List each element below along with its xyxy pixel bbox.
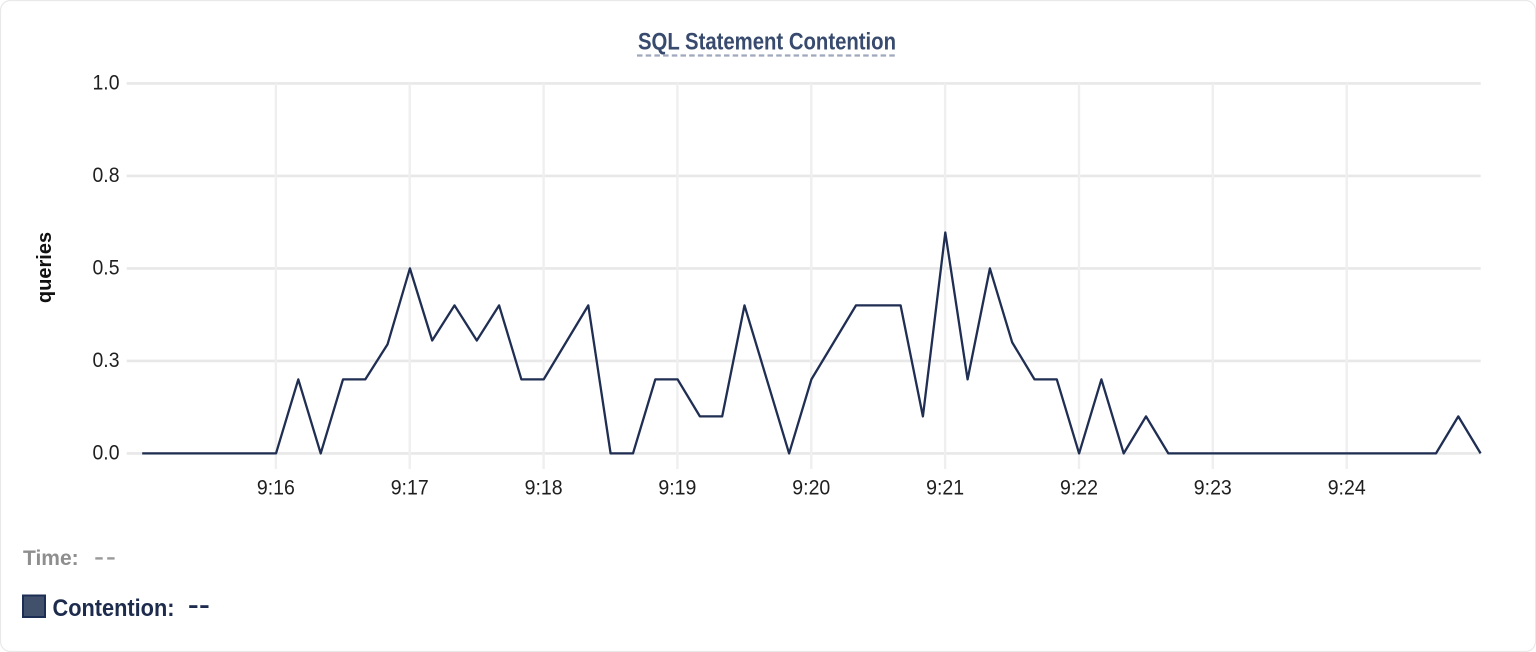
svg-text:9:24: 9:24 [1328, 475, 1366, 499]
svg-text:9:23: 9:23 [1194, 475, 1232, 499]
svg-text:9:19: 9:19 [658, 475, 696, 499]
svg-text:0.3: 0.3 [93, 348, 120, 372]
svg-text:SQL Statement Contention: SQL Statement Contention [638, 29, 896, 56]
svg-text:Time:: Time: [23, 547, 79, 570]
svg-text:0.8: 0.8 [93, 163, 120, 187]
svg-text:9:21: 9:21 [926, 475, 964, 499]
svg-text:9:20: 9:20 [792, 475, 830, 499]
svg-text:0.5: 0.5 [93, 256, 120, 280]
svg-text:9:22: 9:22 [1060, 475, 1098, 499]
svg-text:0.0: 0.0 [93, 441, 120, 465]
svg-text:9:18: 9:18 [525, 475, 563, 499]
svg-text:queries: queries [34, 232, 56, 303]
svg-text:9:17: 9:17 [391, 475, 429, 499]
svg-text:Contention:: Contention: [53, 595, 175, 622]
svg-text:9:16: 9:16 [257, 475, 295, 499]
svg-text:1.0: 1.0 [93, 71, 120, 95]
